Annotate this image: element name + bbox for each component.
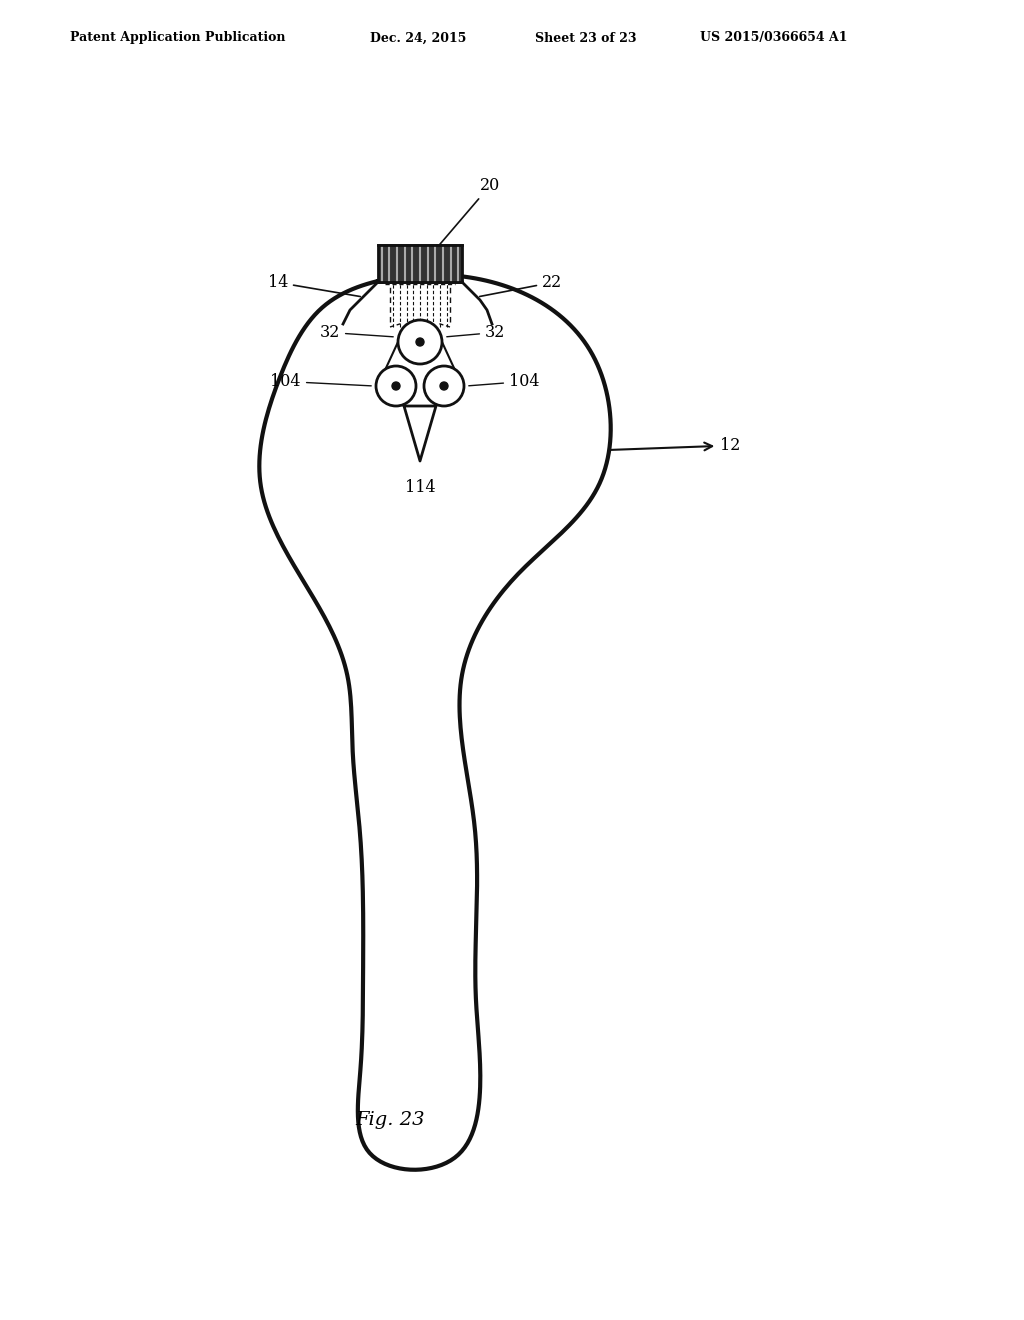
Circle shape: [398, 319, 442, 364]
Circle shape: [392, 381, 400, 389]
Text: 32: 32: [446, 323, 506, 341]
Circle shape: [376, 366, 416, 407]
Text: 20: 20: [437, 177, 501, 248]
Bar: [378, 246, 462, 282]
Text: 12: 12: [610, 437, 740, 454]
Circle shape: [424, 366, 464, 407]
Text: Patent Application Publication: Patent Application Publication: [70, 32, 286, 45]
Text: 104: 104: [469, 374, 540, 389]
Text: 22: 22: [479, 275, 562, 297]
Text: US 2015/0366654 A1: US 2015/0366654 A1: [700, 32, 848, 45]
Circle shape: [416, 338, 424, 346]
Text: Sheet 23 of 23: Sheet 23 of 23: [535, 32, 637, 45]
Circle shape: [440, 381, 449, 389]
Text: 32: 32: [319, 323, 393, 341]
Text: Fig. 23: Fig. 23: [355, 1111, 425, 1129]
Text: 14: 14: [267, 275, 360, 297]
Text: 104: 104: [270, 374, 372, 389]
Text: Dec. 24, 2015: Dec. 24, 2015: [370, 32, 466, 45]
Text: 114: 114: [404, 479, 435, 496]
